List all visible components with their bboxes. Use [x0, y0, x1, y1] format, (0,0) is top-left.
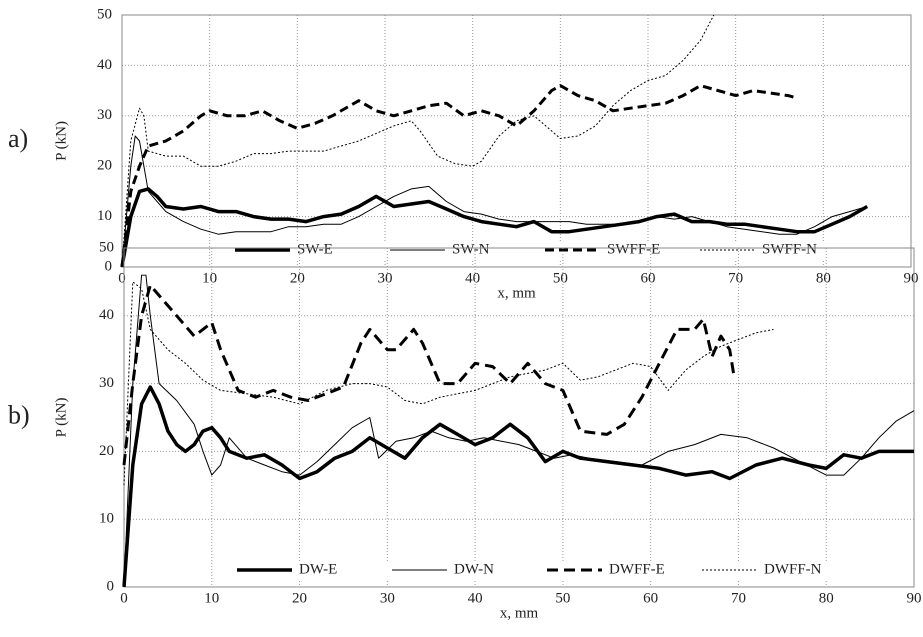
x-tick-label: 60	[641, 270, 656, 286]
x-tick-label: 0	[118, 270, 126, 286]
legend-label: SW-N	[452, 241, 490, 257]
x-tick-label: 0	[120, 590, 128, 606]
plot-frame	[123, 247, 915, 588]
y-tick-label: 10	[99, 511, 114, 527]
x-axis-title: x, mm	[500, 605, 539, 621]
x-tick-label: 10	[202, 270, 217, 286]
series-line	[124, 282, 774, 485]
x-tick-label: 30	[380, 590, 395, 606]
legend-box	[229, 561, 854, 579]
legend-label: DWFF-E	[609, 561, 665, 577]
legend-label: DW-E	[299, 561, 337, 577]
legend-label: SW-E	[297, 241, 333, 257]
y-tick-label: 30	[99, 375, 114, 391]
series-line	[122, 86, 797, 267]
x-tick-label: 20	[292, 590, 307, 606]
y-tick-label: 10	[97, 208, 112, 224]
y-tick-label: 40	[99, 307, 114, 323]
plot-frame	[121, 14, 912, 268]
y-axis-title: P (kN)	[53, 121, 69, 161]
y-tick-label: 50	[99, 239, 114, 255]
legend-label: SWFF-N	[762, 241, 817, 257]
legend-label: SWFF-E	[607, 241, 660, 257]
y-tick-label: 20	[99, 443, 114, 459]
x-tick-label: 90	[904, 270, 919, 286]
y-tick-label: 40	[97, 57, 112, 73]
series-line	[122, 136, 867, 267]
legend-label: DW-N	[454, 561, 494, 577]
x-tick-label: 70	[728, 270, 743, 286]
y-axis-title: P (kN)	[53, 398, 69, 438]
y-tick-label: 0	[105, 258, 113, 274]
series-line	[122, 15, 714, 267]
panel-label: b)	[8, 400, 30, 429]
series-line	[124, 275, 914, 587]
x-tick-label: 40	[465, 270, 480, 286]
series-line	[122, 189, 867, 267]
y-tick-label: 20	[97, 158, 112, 174]
series-line	[124, 387, 914, 587]
x-axis-title: x, mm	[497, 285, 536, 301]
x-tick-label: 40	[468, 590, 483, 606]
x-tick-label: 30	[378, 270, 393, 286]
legend-label: DWFF-N	[764, 561, 822, 577]
x-tick-label: 20	[290, 270, 305, 286]
series-line	[124, 285, 734, 465]
x-tick-label: 80	[819, 590, 834, 606]
x-tick-label: 80	[816, 270, 831, 286]
y-tick-label: 50	[97, 6, 112, 22]
legend-box	[227, 241, 852, 259]
x-tick-label: 90	[907, 590, 922, 606]
x-tick-label: 50	[555, 590, 570, 606]
x-tick-label: 10	[204, 590, 219, 606]
x-tick-label: 70	[731, 590, 746, 606]
x-tick-label: 60	[643, 590, 658, 606]
y-tick-label: 0	[107, 578, 115, 594]
x-tick-label: 50	[553, 270, 568, 286]
y-tick-label: 30	[97, 107, 112, 123]
panel-label: a)	[8, 124, 28, 153]
